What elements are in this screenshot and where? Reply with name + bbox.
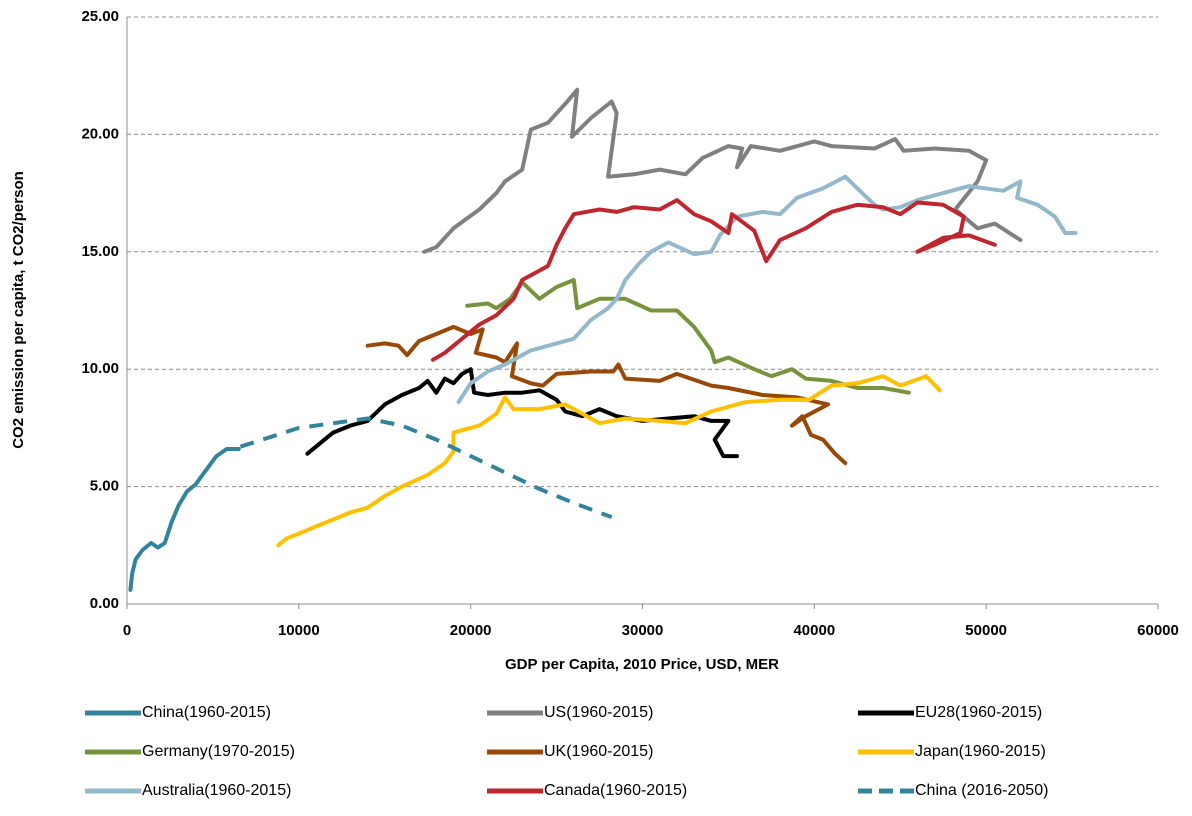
legend-label: EU28(1960-2015) xyxy=(915,704,1042,721)
x-tick-label: 0 xyxy=(123,622,131,639)
legend-label: Germany(1970-2015) xyxy=(142,743,295,760)
series-line xyxy=(128,447,241,592)
x-tick-label: 50000 xyxy=(965,622,1007,639)
series-line xyxy=(422,87,1023,254)
series-line xyxy=(365,324,848,466)
y-tick-label: 5.00 xyxy=(90,478,119,495)
legend-label: China(1960-2015) xyxy=(142,704,271,721)
series-line xyxy=(456,174,1078,405)
x-tick-label: 40000 xyxy=(793,622,835,639)
y-tick-label: 0.00 xyxy=(90,595,119,612)
x-axis-title: GDP per Capita, 2010 Price, USD, MER xyxy=(505,656,779,673)
legend-label: Canada(1960-2015) xyxy=(544,782,687,799)
y-tick-label: 15.00 xyxy=(81,243,119,260)
legend-label: China (2016-2050) xyxy=(915,782,1048,799)
series-line xyxy=(276,374,942,548)
legend-label: UK(1960-2015) xyxy=(544,743,653,760)
legend-label: Japan(1960-2015) xyxy=(915,743,1046,760)
x-tick-label: 60000 xyxy=(1137,622,1179,639)
x-tick-label: 30000 xyxy=(622,622,664,639)
y-tick-label: 25.00 xyxy=(81,8,119,25)
legend-label: Australia(1960-2015) xyxy=(142,782,291,799)
x-tick-label: 10000 xyxy=(278,622,320,639)
y-tick-label: 20.00 xyxy=(81,125,119,142)
y-axis-title: CO2 emission per capita, t CO2/person xyxy=(10,171,27,449)
series-line xyxy=(430,198,997,362)
legend-label: US(1960-2015) xyxy=(544,704,653,721)
series-line xyxy=(239,416,613,519)
y-tick-label: 10.00 xyxy=(81,360,119,377)
series-line xyxy=(305,367,739,459)
x-tick-label: 20000 xyxy=(450,622,492,639)
